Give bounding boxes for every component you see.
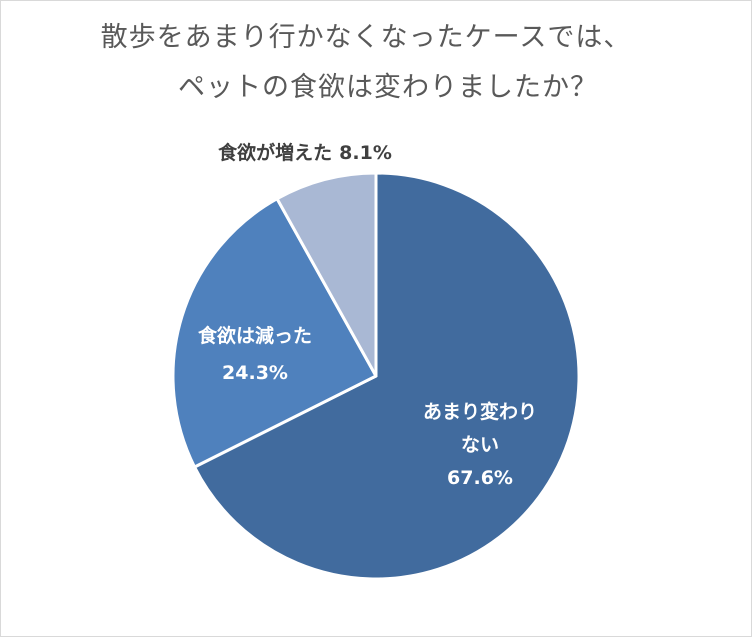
pie-slice-1 [193,171,581,581]
slice-label-1-line-1: あまり変わり [423,400,537,423]
slice-label-3: 食欲が増えた 8.1% [218,141,392,164]
slice-label-1-line-2: ない [461,434,499,456]
pie-slice-3 [275,171,378,378]
slice-value-2: 24.3% [222,362,288,384]
chart-title-line-1: 散歩をあまり行かなくなったケースでは、 [100,22,632,53]
slice-value-1: 67.6% [447,467,513,489]
data-label-2: 食欲は減った 24.3% [198,324,312,384]
chart-title-line-2: ペットの食欲は変わりましたか？ [178,72,598,103]
pie-slice-2 [171,197,378,469]
data-label-3: 食欲が増えた 8.1% [218,141,392,164]
slice-label-2-line-1: 食欲は減った [198,324,312,347]
